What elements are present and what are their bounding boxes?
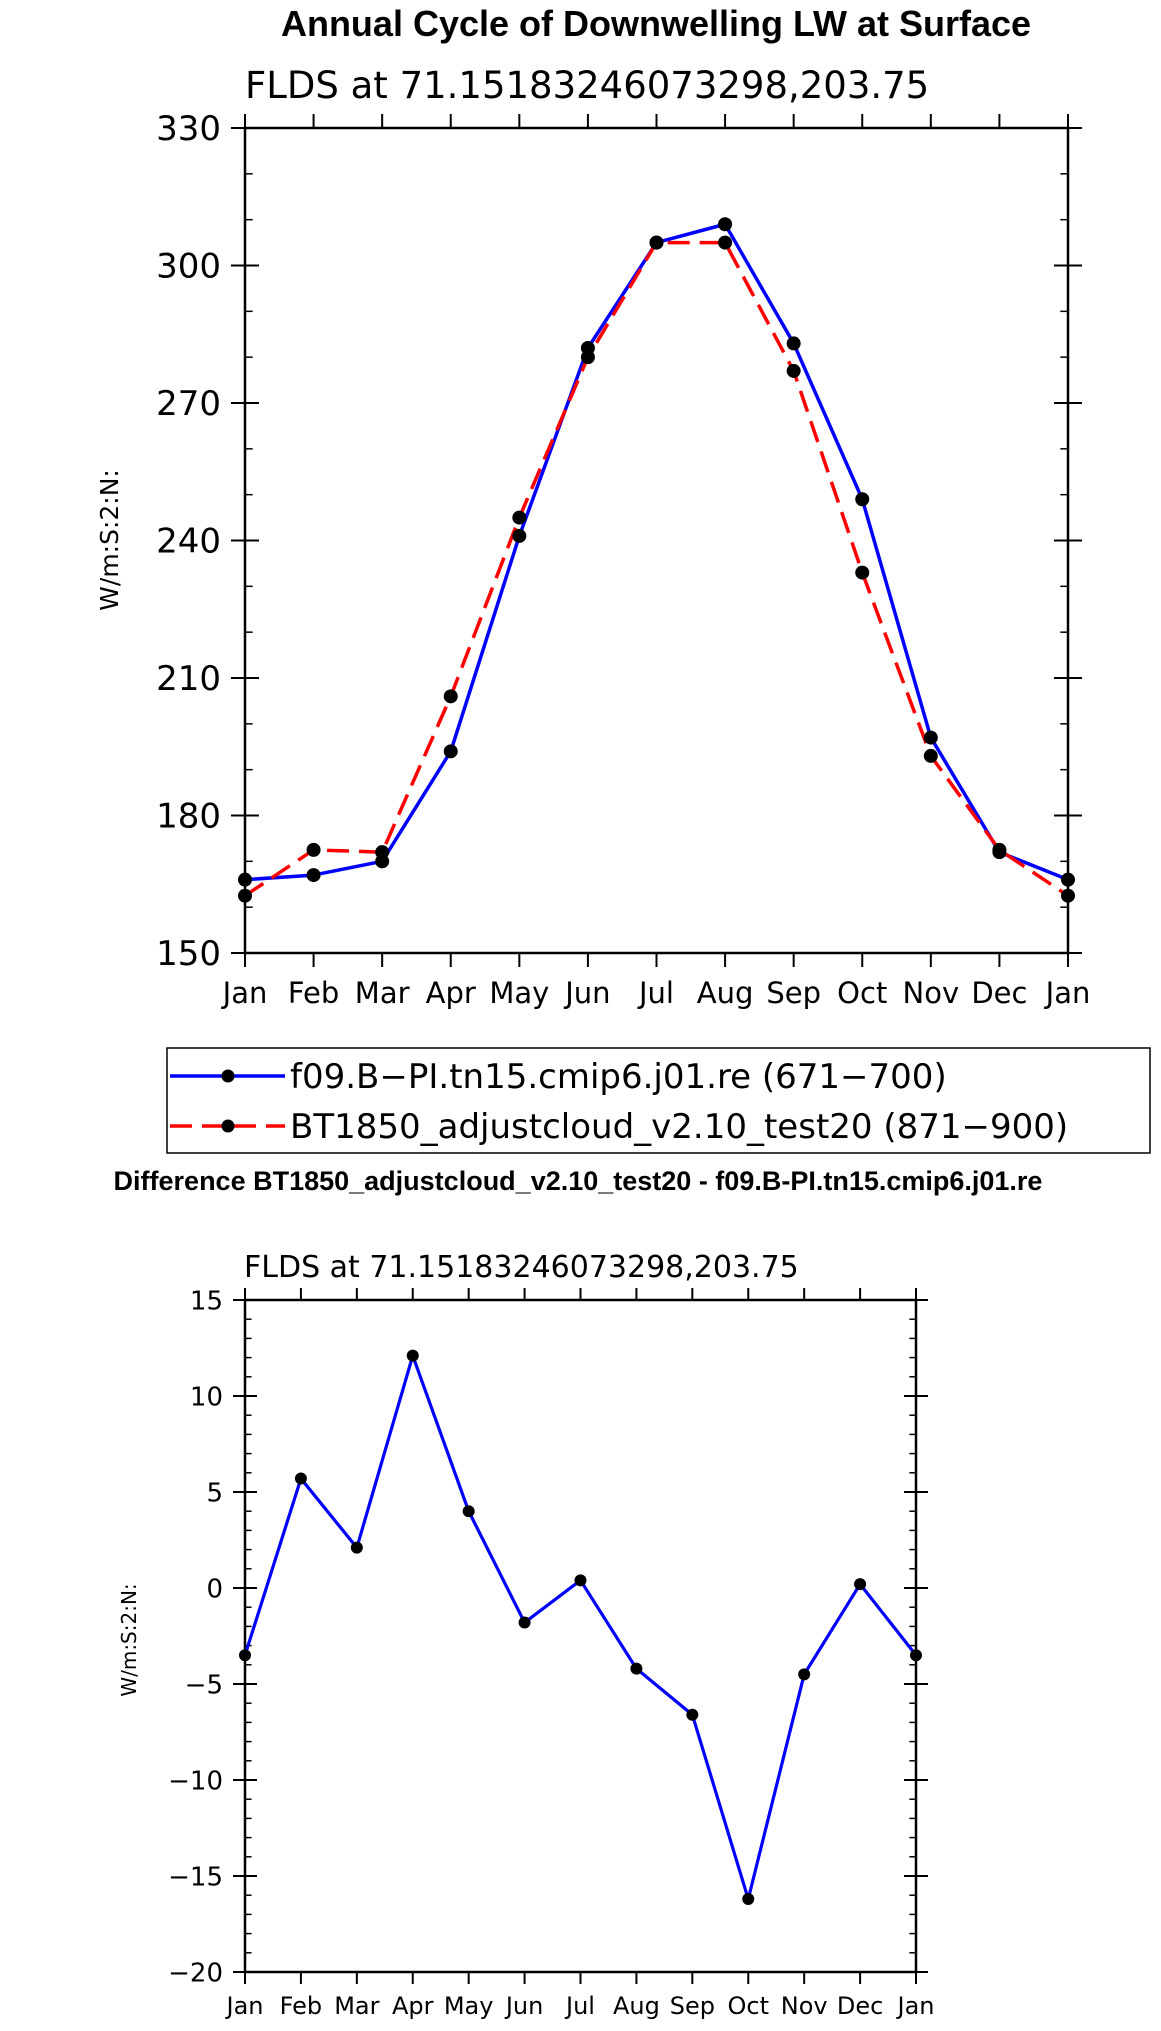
chart1-series1-point [855, 492, 870, 507]
chart1-series2-point [649, 235, 664, 250]
chart2-series1-point [518, 1616, 531, 1629]
chart2-x-tick-label: Jul [564, 1992, 595, 2020]
chart2-y-tick-label: 0 [206, 1574, 223, 1604]
chart1-frame [243, 126, 1070, 955]
legend-series1-label: f09.B−PI.tn15.cmip6.j01.re (671−700) [290, 1057, 947, 1097]
chart2-x-tick-label: Jan [896, 1992, 935, 2020]
chart2-y-tick-label: 10 [190, 1382, 223, 1412]
chart1-series2-point [238, 888, 252, 903]
chart1-series1-point [512, 528, 527, 543]
chart2-x-tick-label: Sep [670, 1992, 715, 2020]
legend-series2-marker [221, 1119, 235, 1133]
chart2-x-tick-label: Dec [837, 1992, 883, 2020]
chart1-x-tick-label: Oct [837, 976, 887, 1010]
legend-series2-label: BT1850_adjustcloud_v2.10_test20 (871−900… [290, 1107, 1068, 1147]
chart2-series1-point [294, 1472, 307, 1485]
chart2-x-tick-label: Jan [225, 1992, 264, 2020]
chart1-y-tick-label: 180 [156, 797, 221, 837]
chart1-x-tick-label: Feb [288, 976, 339, 1010]
chart2-x-tick-label: May [444, 1992, 494, 2020]
chart2-frame [243, 1298, 918, 1974]
chart1-x-tick-label: Jan [1044, 976, 1091, 1010]
chart1-series1-point [238, 872, 252, 887]
chart1-plot-area: Jan Feb Mar Apr May Jun Jul Aug Sep Oct Nov Dec Jan1… [156, 109, 1090, 1010]
chart2-y-tick-label: −5 [185, 1670, 223, 1700]
chart2-series1-point [406, 1349, 419, 1362]
chart1-title: Annual Cycle of Downwelling LW at Surfac… [281, 3, 1031, 44]
chart1-series1-point [923, 730, 938, 745]
chart2-series1-point [854, 1578, 867, 1591]
chart1-series2-point [580, 350, 595, 365]
chart2-y-tick-label: 15 [190, 1286, 223, 1316]
chart1-x-tick-label: Apr [426, 976, 476, 1010]
chart2-y-tick-label: −15 [168, 1862, 223, 1892]
chart1-series2-point [306, 842, 321, 857]
chart2-series1-point [239, 1649, 251, 1662]
chart1-series2-point [855, 565, 870, 580]
chart1-y-tick-label: 330 [156, 109, 221, 149]
chart1-series2-point [512, 510, 527, 525]
chart1-y-tick-label: 210 [156, 659, 221, 699]
chart2-series1-point [742, 1893, 755, 1906]
chart1-y-tick-label: 240 [156, 522, 221, 562]
chart1-series1-point [306, 868, 321, 883]
chart1-series2-point [992, 842, 1007, 857]
chart2-series1-point [798, 1668, 811, 1681]
chart1-series2-point [718, 235, 733, 250]
chart2-series1-point [574, 1574, 587, 1587]
chart2-x-tick-label: Aug [613, 1992, 660, 2020]
legend-series1-marker [221, 1069, 235, 1083]
chart1-x-tick-label: Jan [221, 976, 268, 1010]
chart1-legend: f09.B−PI.tn15.cmip6.j01.re (671−700) BT1… [166, 1047, 1151, 1154]
chart1-series1-line [244, 222, 1069, 882]
chart1-series1-point [786, 336, 801, 351]
chart2-y-axis-label: W/m:S:2:N: [117, 1583, 141, 1696]
chart2-x-tick-label: Jun [504, 1992, 544, 2020]
chart1-series2-point [786, 363, 801, 378]
chart1-y-axis-label: W/m:S:2:N: [95, 469, 124, 611]
chart1-x-tick-label: Dec [971, 976, 1027, 1010]
chart2-series1-line [243, 1354, 918, 1901]
chart1-x-tick-label: Mar [355, 976, 410, 1010]
chart1-series2-point [923, 748, 938, 763]
chart2-series1-point [462, 1505, 475, 1518]
chart1-series1-point [443, 744, 458, 759]
legend-box [166, 1047, 1151, 1154]
chart2-x-tick-label: Nov [781, 1992, 828, 2020]
chart2-series1-point [686, 1708, 699, 1721]
chart1-y-tick-label: 270 [156, 384, 221, 424]
chart1-x-tick-label: Nov [903, 976, 960, 1010]
chart1-subtitle: FLDS at 71.15183246073298,203.75 [245, 64, 929, 107]
chart2-x-tick-label: Mar [334, 1992, 379, 2020]
chart1-x-tick-label: Jun [563, 976, 610, 1010]
chart1-y-tick-label: 150 [156, 934, 221, 974]
chart1-x-tick-label: Sep [766, 976, 821, 1010]
chart1-x-tick-label: Aug [697, 976, 754, 1010]
chart2-y-tick-label: −10 [168, 1766, 223, 1796]
chart2-y-tick-label: 5 [206, 1478, 223, 1508]
chart1-series2-point [1061, 888, 1075, 903]
chart1-x-tick-label: May [489, 976, 549, 1010]
chart2-series1-point [630, 1662, 643, 1675]
chart1-series2-point [375, 845, 390, 860]
chart2-plot-area: Jan Feb Mar Apr May Jun Jul Aug Sep Oct Nov Dec Jan−… [168, 1286, 934, 2020]
chart1-x-tick-label: Jul [637, 976, 674, 1010]
chart1-series2-line [244, 240, 1069, 898]
chart1-series2-point [443, 689, 458, 704]
chart2-x-tick-label: Feb [280, 1992, 323, 2020]
chart2-x-tick-label: Oct [728, 1992, 770, 2020]
chart2-x-tick-label: Apr [392, 1992, 434, 2020]
chart2-title: Difference BT1850_adjustcloud_v2.10_test… [114, 1166, 1043, 1196]
chart2-subtitle: FLDS at 71.15183246073298,203.75 [244, 1250, 799, 1285]
chart2-y-tick-label: −20 [168, 1958, 223, 1988]
chart2-series1-point [350, 1541, 363, 1554]
chart1-y-tick-label: 300 [156, 247, 221, 287]
chart2-series1-point [910, 1649, 922, 1662]
chart1-series1-point [718, 217, 733, 232]
chart1-series1-point [1061, 872, 1075, 887]
